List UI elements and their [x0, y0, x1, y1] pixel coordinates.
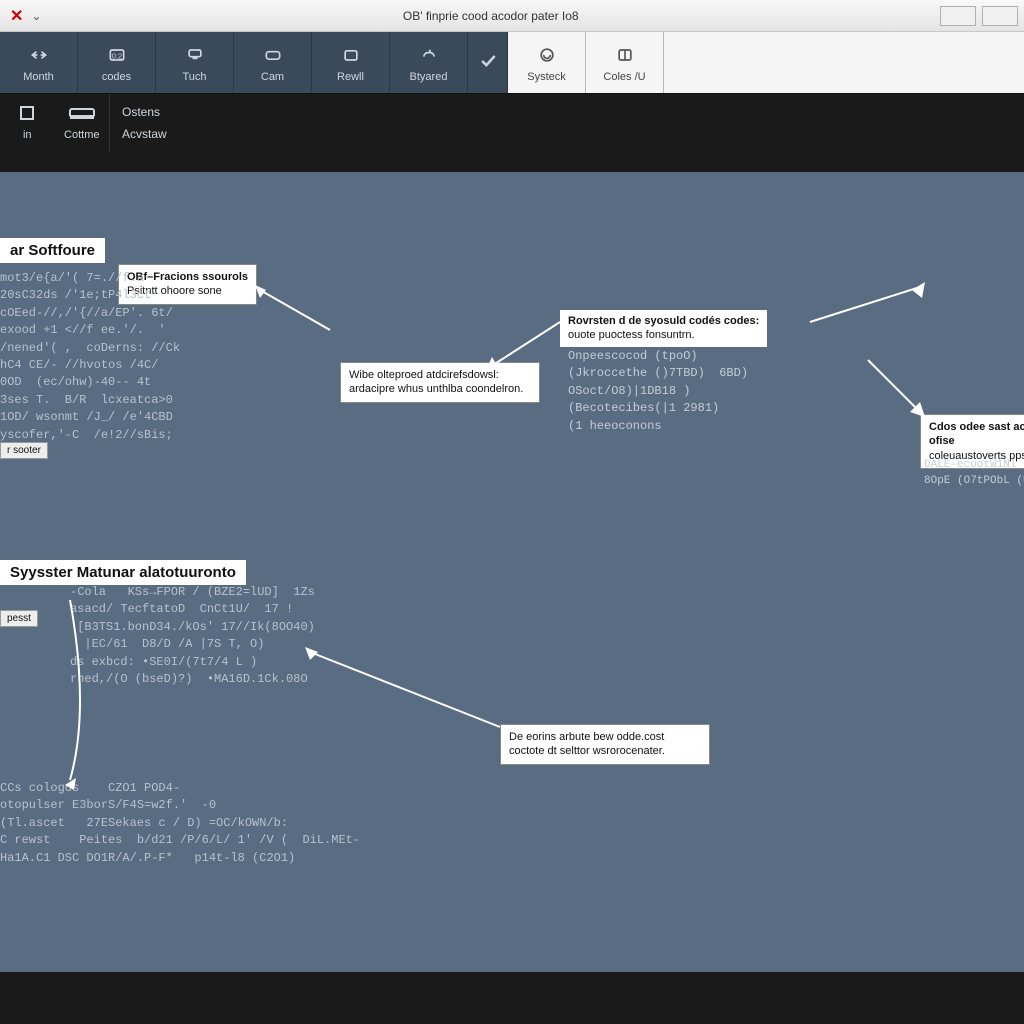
tb-label: Cam: [261, 71, 284, 83]
mini-pesst: pesst: [0, 610, 38, 627]
tb-check[interactable]: [468, 32, 508, 93]
sub-acvstaw[interactable]: Acvstaw: [122, 123, 167, 145]
callout-rovrsten-head: Rovrsten d de syosuld codés codes: ouote…: [560, 310, 767, 347]
tb-month[interactable]: Month: [0, 32, 78, 93]
code-block-2: -Cola KSs→FPOR / (BZE2=lUD] 1Zs asacd/ T…: [70, 584, 315, 688]
tb-label: codes: [102, 71, 131, 83]
code-block-3: CCs cologds CZO1 POD4- otopulser E3borS/…: [0, 780, 360, 867]
tb-label: Rewll: [337, 71, 364, 83]
tb-label: Coles /U: [603, 71, 645, 83]
sub-cottme[interactable]: Cottme: [55, 94, 110, 152]
toolbar: Month 0:2 codes Tuch Cam Rewll Btyared S: [0, 32, 1024, 94]
tb-btyared[interactable]: Btyared: [390, 32, 468, 93]
callout-rovrsten-lines: Onpeescocod (tpoO) (Jkroccethe ()7TBD) 6…: [568, 348, 748, 435]
tb-tuch[interactable]: Tuch: [156, 32, 234, 93]
titlebar: ✕ ⌄ OB' finprie cood acodor pater Io8: [0, 0, 1024, 32]
section-softfoure: ar Softfoure: [0, 238, 105, 263]
tb-rewll[interactable]: Rewll: [312, 32, 390, 93]
tb-codes[interactable]: 0:2 codes: [78, 32, 156, 93]
chevron-down-icon[interactable]: ⌄: [31, 9, 41, 23]
canvas: ar Softfoure OBf–Fracions ssourols Psitn…: [0, 172, 1024, 972]
tb-label: Tuch: [182, 71, 206, 83]
mini-sooter: r sooter: [0, 442, 48, 459]
sub-ostens[interactable]: Ostens: [122, 101, 167, 123]
tb-cam[interactable]: Cam: [234, 32, 312, 93]
callout-olteproed: Wibe olteproed atdcirefsdowsl: ardacipre…: [340, 362, 540, 403]
tb-systeck[interactable]: Systeck: [508, 32, 586, 93]
tb-label: Btyared: [410, 71, 448, 83]
callout-eorins: De eorins arbute bew odde.cost coctote d…: [500, 724, 710, 765]
tb-label: Systeck: [527, 71, 566, 83]
tb-coles[interactable]: Coles /U: [586, 32, 664, 93]
callout-cdos-lines: OALE–ecootW1Nl |OE 8OpE (O7tPObL (U): [924, 458, 1024, 490]
sub-in[interactable]: in: [0, 94, 55, 152]
close-icon[interactable]: ✕: [10, 6, 23, 26]
code-block-1: mot3/e{a/'( 7=.//f.a 20sC32ds /'1e;tP4l3…: [0, 270, 180, 444]
subbar: in Cottme Ostens Acvstaw: [0, 94, 1024, 152]
svg-text:0:2: 0:2: [111, 51, 121, 60]
window-title: OB' finprie cood acodor pater Io8: [41, 9, 940, 23]
tb-label: Month: [23, 71, 54, 83]
minimize-button[interactable]: [940, 6, 976, 26]
maximize-button[interactable]: [982, 6, 1018, 26]
bottombar: [0, 972, 1024, 1024]
section-syysster: Syysster Matunar alatotuuronto: [0, 560, 246, 585]
